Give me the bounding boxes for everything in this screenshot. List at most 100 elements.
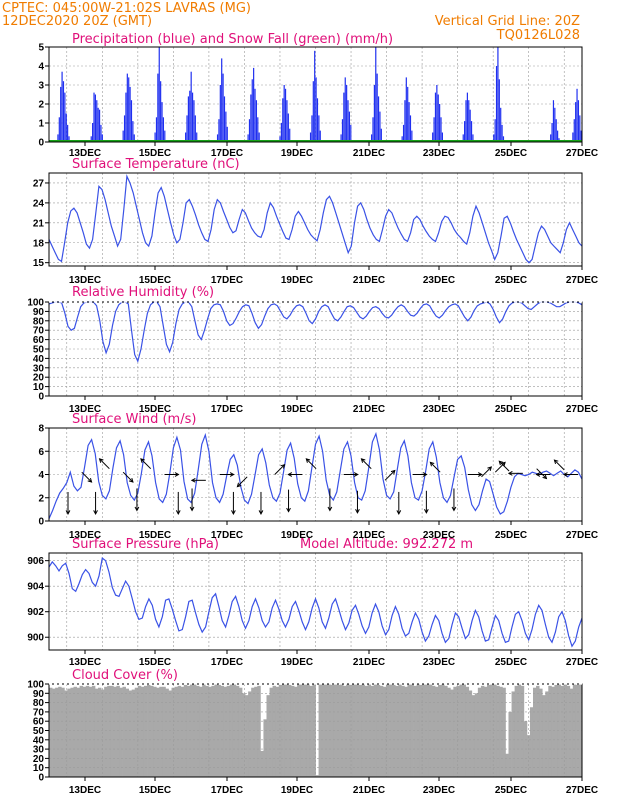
wind-arrow-head	[286, 507, 291, 513]
wind-arrow	[274, 464, 285, 475]
temp-xtick-label: 21DEC	[353, 275, 385, 286]
cloud-bar	[444, 685, 448, 777]
cloud-bar	[199, 686, 203, 777]
wind-arrow-head	[390, 469, 396, 475]
precip-xtick-label: 21DEC	[353, 148, 385, 159]
precip-bar	[187, 96, 189, 142]
precip-bar	[375, 47, 377, 142]
cloud-ytick-label: 30	[33, 745, 45, 756]
panels: 0 1 2 3 4 5 13DEC 15DEC 17DEC 19DEC 21DEC 23DEC 25DE…	[27, 32, 598, 796]
wind-xtick-label: 19DEC	[281, 530, 313, 541]
precip-bar	[580, 130, 582, 142]
pres-series-line	[48, 557, 583, 648]
precip-bar	[226, 126, 228, 142]
precip-bar	[401, 136, 403, 142]
precip-bar	[465, 100, 467, 142]
cloud-bar	[143, 685, 148, 777]
rh-ytick-label: 40	[33, 354, 45, 365]
header-station: CPTEC: 045:00W-21:02S LAVRAS (MG)	[2, 1, 251, 16]
precip-bar	[161, 102, 163, 142]
rh-ytick-label: 80	[33, 316, 45, 327]
pres-xtick-label: 27DEC	[566, 657, 598, 668]
precip-bar	[225, 111, 227, 142]
wind-arrow-head	[355, 509, 360, 514]
precip-bar	[158, 47, 160, 142]
precip-frame	[48, 46, 583, 143]
cloud-bar	[235, 685, 240, 777]
precip-bar	[223, 96, 226, 142]
temp-ytick-label: 21	[33, 218, 45, 229]
cloud-xtick-label: 25DEC	[495, 785, 527, 796]
wind-arrow	[536, 468, 547, 479]
cloud-bar	[110, 685, 114, 777]
cloud-ytick-label: 10	[33, 763, 45, 774]
cloud-bar	[82, 686, 87, 777]
cloud-bar	[438, 684, 442, 777]
wind-arrow	[237, 476, 248, 487]
precip-bar	[347, 100, 349, 142]
header-model: TQ0126L028	[496, 28, 580, 43]
wind-arrow	[430, 462, 441, 473]
cloud-bar	[196, 685, 200, 777]
cloud-bar	[483, 686, 488, 777]
cloud-bar	[101, 689, 105, 777]
precip-title: Precipitation (blue) and Snow Fall (gree…	[72, 32, 393, 47]
wind-arrow-head	[236, 482, 242, 488]
cloud-xtick-label: 27DEC	[566, 785, 598, 796]
cloud-bar	[578, 684, 583, 777]
precip-bar	[341, 119, 344, 142]
wind-arrow-head	[128, 477, 134, 483]
precip-bar	[501, 124, 503, 142]
cloud-bar	[220, 685, 224, 777]
wind-arrow-head	[98, 458, 104, 463]
precip-bar	[279, 136, 281, 142]
cloud-bar	[223, 686, 228, 777]
cloud-bar	[186, 685, 191, 777]
cloud-bar	[294, 686, 298, 777]
precip-bar	[129, 86, 131, 142]
pres-xtick-label: 13DEC	[69, 657, 101, 668]
precip-bar	[554, 107, 556, 142]
precip-bar	[312, 81, 314, 142]
wind-arrow	[361, 458, 372, 470]
cloud-bar	[168, 690, 172, 777]
wind-arrow-head	[562, 472, 568, 477]
cloud-bar	[287, 684, 292, 777]
cloud-bar	[508, 711, 512, 777]
cloud-xtick-label: 17DEC	[211, 785, 243, 796]
cloud-bar	[150, 685, 154, 777]
precip-bar	[257, 117, 259, 142]
wind-arrow	[481, 466, 492, 478]
wind-arrow-head	[507, 470, 513, 476]
cloud-bar	[379, 685, 384, 777]
cloud-bar	[401, 685, 405, 777]
rh-ytick-label: 30	[33, 363, 45, 374]
cloud-bar	[64, 690, 68, 777]
cloud-bar	[511, 691, 516, 777]
cloud-ytick-label: 0	[38, 773, 44, 784]
pres-xtick-label: 25DEC	[495, 657, 527, 668]
pres-panel: 900 902 904 906 13DEC 15DEC 17DEC 19DEC 21DEC 23D…	[27, 537, 598, 668]
precip-bar	[221, 58, 223, 142]
wind-arrow-head	[353, 472, 359, 477]
temp-ytick-label: 27	[33, 178, 45, 189]
wind-arrow-head	[487, 466, 493, 472]
temp-series-line	[48, 174, 583, 264]
precip-bar	[157, 73, 159, 142]
cloud-bar	[309, 685, 313, 777]
precip-bar	[125, 92, 127, 142]
cloud-bar	[315, 775, 319, 777]
wind-arrow-head	[231, 510, 236, 515]
cloud-xtick-label: 15DEC	[139, 785, 171, 796]
temp-frame	[48, 172, 583, 267]
precip-bar	[551, 123, 553, 142]
cloud-bar	[174, 686, 179, 777]
cloud-bar	[447, 687, 451, 777]
cloud-bar	[385, 684, 390, 777]
precip-bar	[462, 134, 464, 142]
precip-bar	[57, 134, 59, 142]
wind-arrow-head	[93, 510, 98, 515]
precip-bar	[371, 134, 373, 142]
wind-arrow-head	[498, 460, 504, 466]
cloud-bar	[116, 685, 120, 777]
